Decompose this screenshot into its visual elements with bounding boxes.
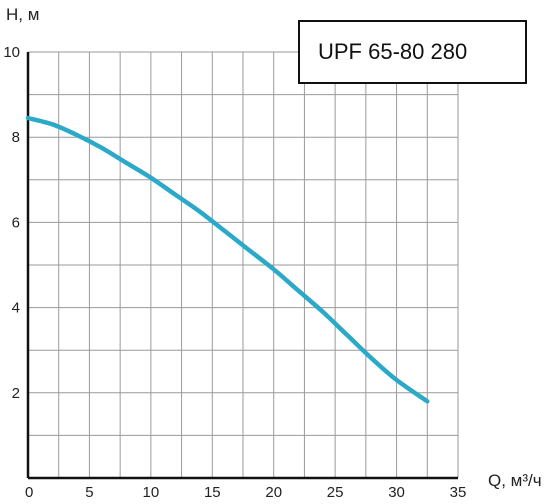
x-tick-label: 15 — [204, 484, 221, 501]
series-layer — [25, 115, 430, 404]
y-axis-label: H, м — [6, 5, 39, 24]
x-tick-label: 35 — [450, 484, 467, 501]
pump-curve-line — [25, 115, 430, 404]
x-tick-label: 5 — [85, 484, 93, 501]
y-tick-label: 6 — [12, 214, 20, 231]
title-frame — [298, 20, 527, 84]
y-tick-label: 8 — [12, 129, 20, 146]
chart-title: UPF 65-80 280 — [318, 39, 467, 64]
y-tick-label: 10 — [3, 44, 20, 61]
x-tick-label: 10 — [143, 484, 160, 501]
x-tick-label: 20 — [265, 484, 282, 501]
y-tick-label: 2 — [12, 385, 20, 402]
title-box: UPF 65-80 280 — [298, 20, 527, 84]
y-tick-labels: 2 4 6 8 10 — [3, 44, 20, 402]
axes — [26, 52, 458, 480]
y-tick-label: 4 — [12, 300, 20, 317]
grid — [28, 51, 459, 478]
x-tick-label: 0 — [25, 484, 33, 501]
x-axis-label: Q, м³/ч — [488, 471, 542, 490]
x-tick-labels: 0 5 10 15 20 25 30 35 — [25, 484, 466, 501]
x-tick-label: 25 — [327, 484, 344, 501]
x-tick-label: 30 — [388, 484, 405, 501]
